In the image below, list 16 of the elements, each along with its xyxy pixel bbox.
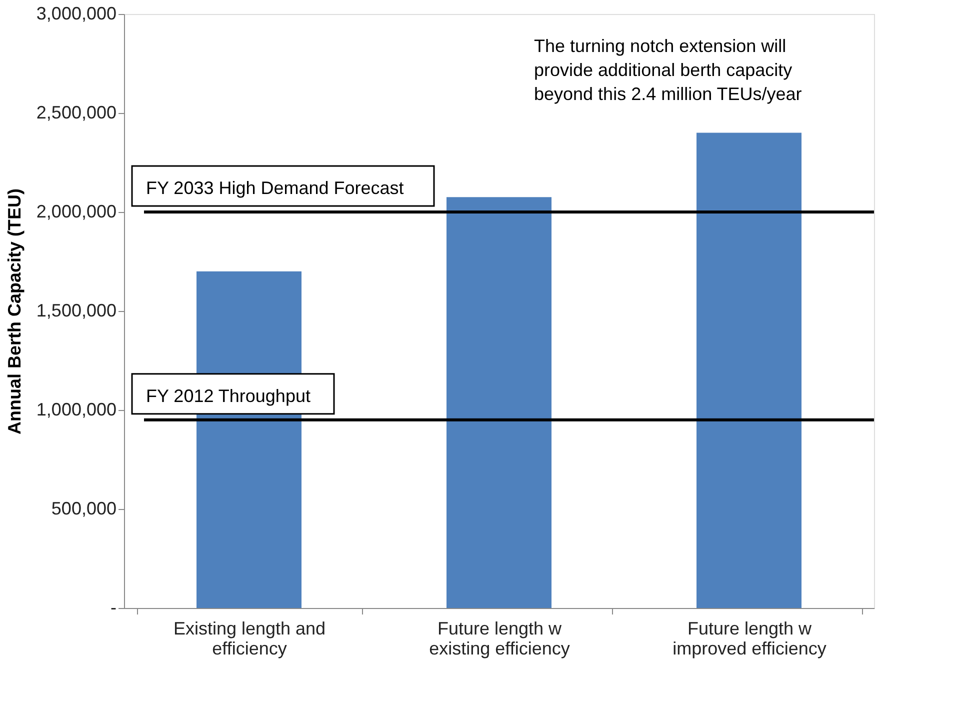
y-tick-label: 1,000,000 xyxy=(36,400,116,420)
annotation: The turning notch extension will provide additional berth capacity beyond this 2.4 million TEUs/year xyxy=(534,36,802,104)
y-tick-label: 3,000,000 xyxy=(36,4,116,24)
x-tick-label: Future length w improved efficiency xyxy=(672,618,826,658)
x-tick-label: Existing length and efficiency xyxy=(173,618,326,658)
y-tick-label: - xyxy=(110,598,116,618)
bar xyxy=(696,132,802,608)
y-axis-title: Annual Berth Capacity (TEU) xyxy=(4,188,24,435)
y-tick-label: 500,000 xyxy=(51,498,116,518)
y-tick-label: 1,500,000 xyxy=(36,300,116,320)
ref-line-label: FY 2012 Throughput xyxy=(146,386,310,406)
y-tick-label: 2,000,000 xyxy=(36,202,116,222)
ref-line-label: FY 2033 High Demand Forecast xyxy=(146,178,404,198)
x-tick-label: Future length w existing efficiency xyxy=(429,618,570,658)
y-tick-label: 2,500,000 xyxy=(36,102,116,122)
bar xyxy=(446,197,552,608)
